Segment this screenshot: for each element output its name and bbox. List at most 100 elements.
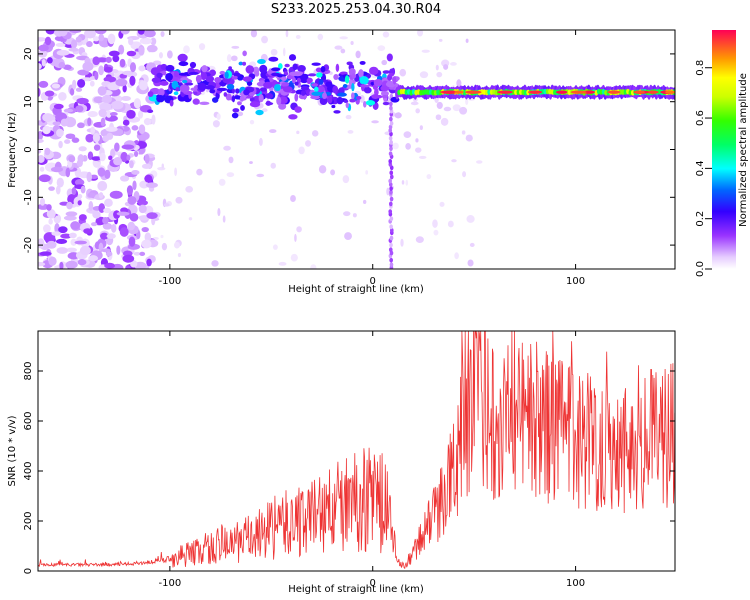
spectrogram-blob: [119, 58, 126, 68]
spectrogram-blob: [392, 76, 397, 85]
spectrogram-blob: [388, 182, 393, 187]
spectrogram-blob: [389, 189, 393, 195]
spectrogram-blob: [454, 252, 459, 260]
spectrogram-blob: [173, 91, 179, 96]
spectrogram-blob: [219, 70, 226, 75]
spectrogram-blob: [75, 36, 82, 43]
spectrogram-blob: [415, 108, 420, 114]
spectrogram-blob: [46, 57, 53, 64]
spectrogram-blob: [382, 70, 391, 74]
spectrogram-blob: [258, 94, 264, 103]
spectrogram-blob: [77, 194, 83, 199]
spectrogram-blob: [121, 144, 135, 150]
spectrogram-blob: [311, 130, 319, 137]
spectrogram-blob: [368, 66, 379, 75]
spectrogram-blob: [93, 144, 101, 151]
spectrogram-blob: [218, 178, 226, 186]
colorbar-tick-label: 0.6: [695, 110, 706, 126]
spectrogram-blob: [311, 83, 319, 87]
spectrogram-blob: [48, 186, 55, 191]
snr-series-line: [38, 331, 675, 569]
spectrogram-blob: [38, 238, 45, 249]
spectrogram-blob: [102, 222, 113, 230]
spectrogram-blob: [132, 180, 137, 191]
spectrogram-blob: [139, 37, 153, 45]
spectrogram-blob: [223, 92, 228, 97]
spectrogram-blob: [465, 90, 482, 94]
spectrogram-blob: [440, 117, 449, 126]
spectrogram-blob: [134, 150, 139, 158]
spectrogram-blob: [400, 238, 404, 247]
spectrogram-blob: [167, 50, 173, 59]
spectrogram-blob: [141, 163, 152, 169]
spectrogram-blob: [240, 105, 245, 111]
spectrogram-blob: [421, 49, 430, 53]
spectrogram-blob: [56, 128, 64, 138]
spectrogram-blob: [389, 170, 394, 176]
spectrogram-x-axis-title: Height of straight line (km): [288, 284, 424, 295]
spectrogram-blob: [129, 62, 137, 73]
snr-panel: -100 0 100 0 200 400 600 800 Height of straight…: [7, 330, 676, 595]
spectrogram-blob: [97, 167, 106, 177]
spectrogram-blob: [322, 92, 327, 100]
spectrogram-blob: [386, 187, 390, 196]
spectrogram-blob: [222, 215, 226, 223]
spectrogram-blob: [336, 96, 344, 105]
spectrogram-blob: [185, 186, 194, 193]
spectrogram-blob: [127, 195, 137, 205]
spectrogram-blob: [371, 120, 379, 124]
spectrogram-blob: [418, 155, 427, 159]
spectrogram-blob: [231, 55, 238, 62]
spectrogram-blob: [138, 65, 146, 72]
spectrogram-blob: [263, 81, 273, 89]
spectrogram-blob: [362, 199, 367, 205]
spectrogram-blob: [555, 90, 568, 94]
spectrogram-blob: [144, 174, 153, 183]
colorbar-ticks: 0.0 0.2 0.4 0.6 0.8: [695, 60, 712, 277]
spectrogram-blob: [127, 221, 136, 231]
spectrogram-blob: [237, 101, 242, 106]
spectrogram-blob: [174, 167, 178, 177]
spectrogram-blob: [465, 98, 469, 105]
spectrogram-blob: [38, 203, 50, 210]
spectrogram-blob: [332, 85, 339, 94]
spectrogram-blob: [161, 163, 164, 169]
spectrogram-blob: [144, 30, 156, 38]
spectrogram-blob: [197, 82, 207, 91]
spectrogram-blob: [118, 44, 125, 55]
spectrogram-blob: [56, 247, 68, 254]
spectrogram-blob: [98, 65, 104, 76]
spectrogram-blob: [345, 114, 352, 120]
spectrogram-blob: [365, 170, 369, 175]
spectrogram-blob: [77, 122, 85, 129]
spectrogram-blob: [278, 63, 283, 70]
spectrogram-blob: [281, 82, 290, 87]
spectrogram-blob: [115, 78, 128, 87]
spectrogram-blob: [56, 49, 70, 56]
spectrogram-blob: [146, 212, 158, 219]
spectrogram-blob: [315, 67, 323, 73]
spectrogram-blob: [415, 138, 419, 143]
spectrogram-blob: [52, 121, 61, 126]
colorbar-title: Normalized spectral amplitude: [738, 73, 749, 227]
spectrogram-blob: [294, 93, 299, 102]
spectrogram-blob: [342, 175, 350, 184]
spectrogram-blob: [308, 73, 317, 77]
spectrogram-blob: [122, 70, 134, 76]
spectrogram-blob: [98, 108, 107, 118]
spectrogram-blob: [111, 223, 117, 233]
spectrogram-blob: [70, 39, 78, 49]
spectrogram-blob: [86, 41, 93, 48]
spectrogram-blob: [382, 101, 390, 106]
spectrogram-blob: [250, 30, 258, 38]
spectrogram-blob: [389, 235, 394, 241]
spectrogram-blob: [282, 47, 286, 57]
spectrogram-blob: [225, 93, 232, 101]
spectrogram-blob: [466, 215, 475, 223]
spectrogram-blob: [280, 76, 287, 81]
spectrogram-blob: [92, 56, 100, 66]
spectrogram-blob: [69, 88, 75, 96]
spectrogram-blob: [159, 80, 169, 86]
spectrogram-blob: [139, 80, 148, 91]
spectrogram-blob: [109, 112, 118, 116]
